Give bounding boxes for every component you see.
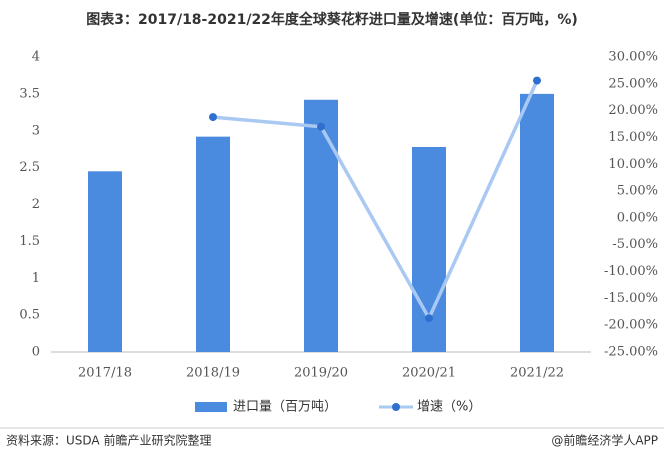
source: 资料来源：USDA 前瞻产业研究院整理 (6, 433, 211, 448)
legend-marker (392, 403, 401, 411)
bar (304, 99, 338, 353)
y2-tick-label: -5.00% (612, 237, 658, 252)
y2-tick-label: 25.00% (608, 76, 658, 91)
legend-label: 进口量（百万吨） (233, 400, 337, 415)
line-marker (317, 122, 325, 131)
legend-swatch (195, 402, 227, 412)
bar (520, 93, 554, 352)
y2-tick-label: 20.00% (608, 103, 658, 118)
y2-tick-label: 30.00% (608, 50, 658, 65)
bar (196, 136, 230, 352)
y-tick-label: 1.5 (19, 234, 40, 249)
line-marker (533, 76, 541, 85)
y-tick-label: 2 (32, 197, 40, 212)
y2-tick-label: -15.00% (604, 291, 658, 306)
y2-tick-label: 15.00% (608, 130, 658, 145)
y2-tick-label: -20.00% (604, 318, 658, 333)
x-tick-label: 2017/18 (78, 366, 132, 381)
line-marker (209, 113, 217, 122)
y-tick-label: 0 (32, 345, 40, 360)
chart-title: 图表3：2017/18-2021/22年度全球葵花籽进口量及增速(单位：百万吨，… (86, 11, 578, 28)
x-tick-label: 2021/22 (510, 366, 564, 381)
line (212, 79, 539, 323)
y-tick-label: 3.5 (19, 86, 40, 101)
y-tick-label: 0.5 (19, 308, 40, 323)
y-tick-label: 4 (32, 50, 40, 65)
credit: @前瞻经济学人APP (551, 433, 658, 448)
line-marker (425, 314, 433, 323)
y2-tick-label: 5.00% (617, 184, 658, 199)
y2-tick-label: -10.00% (604, 264, 658, 279)
y-tick-label: 3 (32, 123, 40, 138)
x-tick-label: 2018/19 (186, 366, 240, 381)
y2-tick-label: 10.00% (608, 157, 658, 172)
y2-tick-label: -25.00% (604, 345, 658, 360)
y2-tick-label: 0.00% (617, 210, 658, 225)
x-tick-label: 2020/21 (402, 366, 456, 381)
x-tick-label: 2019/20 (294, 366, 348, 381)
y-tick-label: 2.5 (19, 160, 40, 175)
legend-label: 增速（%） (417, 400, 481, 415)
y-tick-label: 1 (32, 271, 40, 286)
bar (88, 171, 122, 352)
